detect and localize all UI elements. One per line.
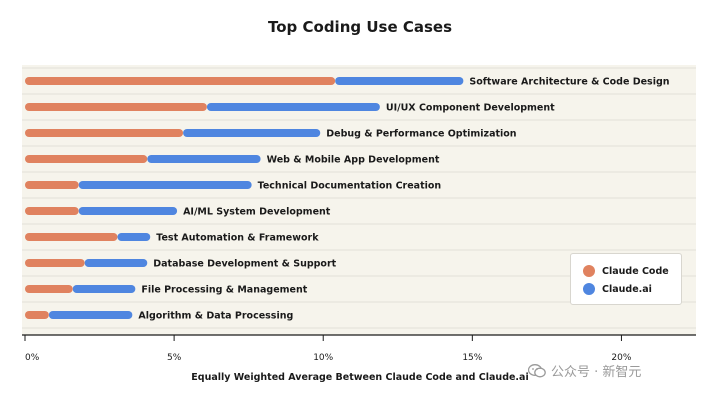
bar-claude-ai [183, 129, 321, 137]
legend: Claude Code Claude.ai [570, 253, 682, 305]
bar-claude-code [25, 181, 79, 189]
watermark-text: 公众号 · 新智元 [551, 365, 642, 380]
bar-claude-code [25, 259, 85, 267]
legend-label-claude-ai: Claude.ai [602, 283, 652, 295]
bar-claude-ai [48, 311, 133, 319]
category-label: Debug & Performance Optimization [326, 129, 517, 140]
bar-claude-ai [84, 259, 148, 267]
chart-title: Top Coding Use Cases [268, 18, 452, 36]
category-label: Technical Documentation Creation [258, 181, 442, 192]
category-label: AI/ML System Development [183, 207, 331, 218]
legend-item-claude-code: Claude Code [583, 263, 681, 279]
bar-claude-code [25, 233, 118, 241]
bar-claude-code [25, 311, 49, 319]
legend-label-claude-code: Claude Code [602, 265, 669, 277]
bar-claude-ai [335, 77, 464, 85]
category-label: File Processing & Management [141, 285, 307, 296]
legend-item-claude-ai: Claude.ai [583, 281, 681, 297]
bar-claude-code [25, 77, 336, 85]
bar-claude-ai [206, 103, 380, 111]
category-label: Database Development & Support [153, 259, 336, 270]
bar-claude-ai [78, 181, 252, 189]
x-tick-label: 15% [462, 353, 482, 363]
bar-claude-code [25, 103, 207, 111]
bar-claude-ai [147, 155, 261, 163]
category-label: Algorithm & Data Processing [138, 311, 293, 322]
x-axis-ticks: 0% 5% 10% 15% 20% [24, 335, 632, 363]
category-label: Software Architecture & Code Design [469, 77, 669, 88]
category-labels: Software Architecture & Code Design UI/UX… [138, 77, 669, 322]
bars [25, 77, 464, 319]
bar-claude-code [25, 207, 79, 215]
x-tick-label: 5% [167, 353, 182, 363]
category-label: Test Automation & Framework [156, 233, 319, 244]
category-label: UI/UX Component Development [386, 103, 555, 114]
legend-swatch-claude-ai [583, 283, 595, 295]
x-tick-label: 0% [25, 353, 40, 363]
bar-claude-ai [72, 285, 136, 293]
wechat-logo-icon [528, 363, 546, 377]
x-axis-label: Equally Weighted Average Between Claude … [191, 372, 529, 383]
bar-claude-ai [117, 233, 151, 241]
bar-claude-code [25, 129, 184, 137]
category-label: Web & Mobile App Development [267, 155, 440, 166]
x-tick-label: 20% [611, 353, 631, 363]
bar-claude-code [25, 155, 148, 163]
bar-claude-code [25, 285, 73, 293]
watermark: 公众号 · 新智元 [528, 361, 641, 380]
bar-claude-ai [78, 207, 178, 215]
legend-swatch-claude-code [583, 265, 595, 277]
x-tick-label: 10% [313, 353, 333, 363]
